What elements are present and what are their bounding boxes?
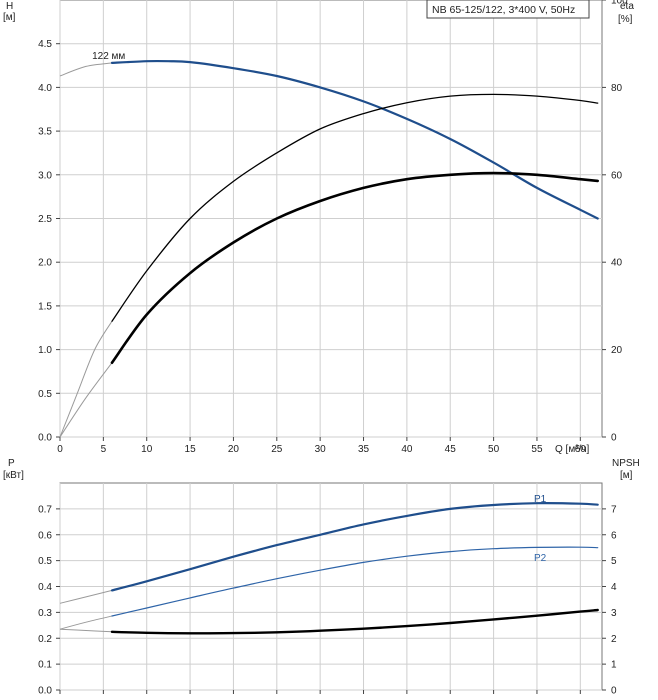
top-series-efficiency	[111, 93, 599, 322]
bot-y-left-tick-label-4: 0.4	[38, 582, 52, 593]
bottom-y-left-label: P	[8, 458, 15, 469]
x-tick-label-1: 5	[101, 444, 107, 455]
x-tick-label-0: 0	[57, 444, 63, 455]
top-y-left-unit: [м]	[3, 12, 16, 23]
bot-y-right-tick-label-2: 2	[611, 634, 617, 645]
bot-series-p1-extension	[59, 589, 113, 604]
bottom-y-right-unit: [м]	[620, 470, 633, 481]
top-series-head-extension	[59, 62, 113, 77]
top-chart-axes: 0 5 10 15 20 25 30 35 40 45 50 55 60 0.0 0.5 1.0 1.5 2.0 2…	[38, 0, 628, 455]
top-y-right-tick-label-0: 0	[611, 433, 617, 444]
top-y-left-tick-label-2: 1.0	[38, 345, 52, 356]
bot-y-right-tick-label-4: 4	[611, 582, 617, 593]
top-y-right-tick-label-5: 100	[611, 0, 628, 7]
bot-y-left-tick-label-1: 0.1	[38, 660, 52, 671]
series-label-p1: P1	[534, 494, 547, 505]
top-y-right-label: eta	[620, 1, 634, 12]
bot-y-right-tick-label-0: 0	[611, 686, 617, 697]
bottom-chart-series	[59, 502, 599, 635]
x-tick-label-11: 55	[531, 444, 543, 455]
top-y-left-tick-label-0: 0.0	[38, 433, 52, 444]
bot-y-left-tick-label-3: 0.3	[38, 608, 52, 619]
top-y-right-tick-label-2: 40	[611, 258, 623, 269]
bot-y-right-tick-label-7: 7	[611, 504, 617, 515]
bot-series-p2	[111, 546, 599, 617]
top-y-left-tick-label-4: 2.0	[38, 258, 52, 269]
top-y-left-tick-label-3: 1.5	[38, 301, 52, 312]
top-series-efficiency-total	[110, 171, 599, 364]
bot-y-left-tick-label-0: 0.0	[38, 686, 52, 697]
bottom-chart-axes: 0.0 0.1 0.2 0.3 0.4 0.5 0.6 0.7 0 1 2 3 4 5 6 7	[38, 504, 617, 696]
bot-y-right-tick-label-5: 5	[611, 556, 617, 567]
bot-series-p1	[110, 502, 599, 592]
bot-y-left-tick-label-6: 0.6	[38, 530, 52, 541]
top-series-head	[110, 59, 599, 220]
model-title-box	[426, 0, 590, 19]
top-y-left-tick-label-5: 2.5	[38, 214, 52, 225]
bot-series-p2-extension	[59, 615, 113, 630]
bot-y-right-tick-label-6: 6	[611, 530, 617, 541]
x-tick-label-10: 50	[488, 444, 500, 455]
top-y-right-tick-label-4: 80	[611, 83, 623, 94]
top-y-right-tick-label-3: 60	[611, 170, 623, 181]
top-y-left-label: H	[6, 1, 13, 12]
top-series-efficiency-extension	[59, 320, 113, 438]
x-tick-label-6: 30	[315, 444, 327, 455]
top-chart-grid	[59, 0, 603, 438]
x-tick-label-12: 60	[575, 444, 587, 455]
x-tick-label-8: 40	[401, 444, 413, 455]
series-label-p2: P2	[534, 553, 547, 564]
bottom-y-left-unit: [кВт]	[3, 470, 24, 481]
top-y-left-tick-label-8: 4.0	[38, 83, 52, 94]
bot-y-left-tick-label-7: 0.7	[38, 504, 52, 515]
bot-y-left-tick-label-2: 0.2	[38, 634, 52, 645]
top-y-left-tick-label-1: 0.5	[38, 389, 52, 400]
x-tick-label-9: 45	[445, 444, 457, 455]
top-y-right-tick-label-1: 20	[611, 345, 623, 356]
bot-y-left-tick-label-5: 0.5	[38, 556, 52, 567]
x-axis-label: Q [м³/ч]	[555, 444, 590, 455]
bot-y-right-tick-label-3: 3	[611, 608, 617, 619]
top-y-left-tick-label-7: 3.5	[38, 127, 52, 138]
x-tick-label-5: 25	[271, 444, 283, 455]
top-chart-series	[59, 59, 599, 438]
bottom-y-right-label: NPSH	[612, 458, 640, 469]
model-title: NB 65-125/122, 3*400 V, 50Hz	[432, 4, 575, 16]
bottom-chart-grid	[59, 482, 603, 691]
bot-y-right-tick-label-1: 1	[611, 660, 617, 671]
top-y-left-tick-label-9: 4.5	[38, 39, 52, 50]
top-series-efficiency-total-extension	[59, 362, 113, 438]
bot-series-npsh-extension	[59, 628, 113, 633]
x-tick-label-2: 10	[141, 444, 153, 455]
x-tick-label-4: 20	[228, 444, 240, 455]
x-tick-label-7: 35	[358, 444, 370, 455]
top-y-right-unit: [%]	[618, 14, 633, 25]
top-y-left-tick-label-6: 3.0	[38, 170, 52, 181]
x-tick-label-3: 15	[185, 444, 197, 455]
curve-annotation-122mm: 122 мм	[92, 51, 125, 62]
bot-series-npsh	[110, 608, 599, 635]
